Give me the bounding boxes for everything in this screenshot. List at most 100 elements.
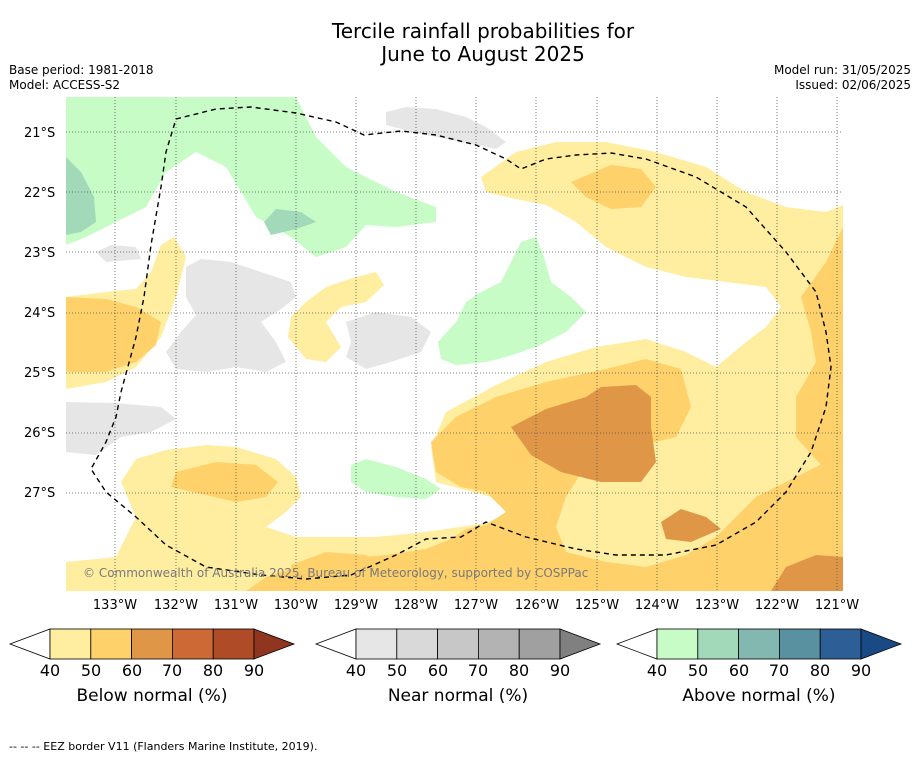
colorbar-near-segment bbox=[396, 628, 438, 660]
colorbar-near-segment bbox=[477, 628, 520, 660]
colorbar-below-extend-high bbox=[253, 628, 296, 660]
lon-label-131w: 131°W bbox=[213, 598, 259, 613]
near-normal-region-sw bbox=[66, 402, 176, 455]
colorbar-above-label: Above normal (%) bbox=[682, 686, 836, 706]
tick-below-90: 90 bbox=[243, 661, 265, 680]
colorbar-above-extend-high bbox=[860, 628, 903, 660]
colorbar-below-extend-low bbox=[8, 628, 51, 660]
lon-label-121w: 121°W bbox=[814, 598, 860, 613]
above-normal-region-center bbox=[438, 237, 586, 365]
lat-label-24s: 24°S bbox=[24, 306, 56, 321]
colorbar-above-extend-low bbox=[615, 628, 658, 660]
colorbar-below-label: Below normal (%) bbox=[76, 686, 228, 706]
colorbar-below-segment bbox=[131, 628, 173, 660]
colorbar-above bbox=[615, 628, 903, 660]
below-normal-orange-sse bbox=[771, 555, 843, 591]
tick-below-60: 60 bbox=[121, 661, 143, 680]
colorbar-near bbox=[314, 628, 602, 660]
below-normal-core-w bbox=[66, 297, 161, 372]
lat-label-25s: 25°S bbox=[24, 366, 56, 381]
colorbar-near-segment bbox=[437, 628, 479, 660]
tick-above-50: 50 bbox=[687, 661, 709, 680]
colorbar-above-segment bbox=[656, 628, 699, 660]
chart-title: Tercile rainfall probabilities for June … bbox=[0, 20, 919, 66]
meta-left: Base period: 1981-2018 Model: ACCESS-S2 bbox=[9, 63, 154, 93]
issued-date: Issued: 02/06/2025 bbox=[795, 78, 911, 92]
lon-label-133w: 133°W bbox=[92, 598, 138, 613]
lon-label-128w: 128°W bbox=[393, 598, 439, 613]
lat-label-21s: 21°S bbox=[24, 126, 56, 141]
below-normal-orange-core bbox=[511, 385, 656, 482]
tick-above-40: 40 bbox=[646, 661, 668, 680]
tick-near-90: 90 bbox=[549, 661, 571, 680]
above-normal-core-w bbox=[264, 209, 316, 235]
tick-below-40: 40 bbox=[39, 661, 61, 680]
lon-label-122w: 122°W bbox=[754, 598, 800, 613]
title-line-2: June to August 2025 bbox=[381, 42, 585, 66]
colorbar-above-segment bbox=[779, 628, 821, 660]
lat-label-23s: 23°S bbox=[24, 246, 56, 261]
tick-near-80: 80 bbox=[508, 661, 530, 680]
colorbar-below-segment bbox=[171, 628, 214, 660]
above-normal-region-south bbox=[351, 459, 441, 499]
colorbar-below-segment bbox=[90, 628, 133, 660]
copyright-notice: © Commonwealth of Australia 2025, Bureau… bbox=[83, 566, 589, 580]
colorbar-near-segment bbox=[518, 628, 561, 660]
tick-near-40: 40 bbox=[345, 661, 367, 680]
below-normal-orange-se bbox=[661, 509, 721, 542]
map-panel bbox=[66, 97, 843, 591]
near-normal-region-small-w bbox=[96, 245, 141, 262]
tick-below-50: 50 bbox=[80, 661, 102, 680]
lon-label-132w: 132°W bbox=[153, 598, 199, 613]
colorbar-near-extend-high bbox=[559, 628, 602, 660]
tick-near-50: 50 bbox=[386, 661, 408, 680]
colorbar-near-segment bbox=[355, 628, 398, 660]
near-normal-region-west bbox=[166, 259, 296, 372]
colorbar-below-segment bbox=[212, 628, 255, 660]
colorbar-below-segment bbox=[49, 628, 92, 660]
lon-label-124w: 124°W bbox=[634, 598, 680, 613]
below-normal-core-s bbox=[291, 552, 391, 591]
lon-label-126w: 126°W bbox=[514, 598, 560, 613]
lon-label-129w: 129°W bbox=[333, 598, 379, 613]
colorbars bbox=[8, 628, 903, 660]
below-normal-core-east bbox=[246, 359, 843, 591]
lon-label-125w: 125°W bbox=[574, 598, 620, 613]
colorbar-above-segment bbox=[738, 628, 780, 660]
colorbar-above-segment bbox=[697, 628, 739, 660]
eez-border bbox=[90, 106, 832, 580]
tick-above-90: 90 bbox=[850, 661, 872, 680]
eez-footnote: -- -- -- EEZ border V11 (Flanders Marine… bbox=[9, 740, 318, 753]
longitude-gridlines bbox=[114, 97, 838, 591]
below-normal-core-sw bbox=[171, 462, 278, 502]
below-normal-core-far-east bbox=[796, 227, 843, 467]
colorbar-below bbox=[8, 628, 296, 660]
tick-below-70: 70 bbox=[161, 661, 183, 680]
near-normal-region-center bbox=[346, 312, 431, 369]
model-run: Model run: 31/05/2025 bbox=[773, 63, 911, 77]
below-normal-region-mid bbox=[288, 272, 384, 362]
title-line-1: Tercile rainfall probabilities for bbox=[331, 19, 635, 43]
lon-label-127w: 127°W bbox=[453, 598, 499, 613]
meta-right: Model run: 31/05/2025 Issued: 02/06/2025 bbox=[774, 63, 911, 93]
tick-above-70: 70 bbox=[768, 661, 790, 680]
tick-below-80: 80 bbox=[202, 661, 224, 680]
lat-label-22s: 22°S bbox=[24, 186, 56, 201]
base-period: Base period: 1981-2018 bbox=[9, 63, 154, 77]
below-normal-core-ne bbox=[571, 165, 656, 209]
tick-above-60: 60 bbox=[728, 661, 750, 680]
above-normal-core-nw bbox=[66, 157, 96, 235]
lon-label-123w: 123°W bbox=[694, 598, 740, 613]
colorbar-near-extend-low bbox=[314, 628, 357, 660]
near-normal-region-north bbox=[386, 107, 506, 149]
model-name: Model: ACCESS-S2 bbox=[9, 78, 121, 92]
map-svg bbox=[66, 97, 843, 591]
colorbar-above-segment bbox=[819, 628, 862, 660]
latitude-gridlines bbox=[66, 131, 843, 494]
tick-near-70: 70 bbox=[467, 661, 489, 680]
colorbar-near-label: Near normal (%) bbox=[387, 686, 529, 706]
lat-label-26s: 26°S bbox=[24, 426, 56, 441]
above-normal-region-nw bbox=[66, 97, 436, 257]
tick-above-80: 80 bbox=[809, 661, 831, 680]
lon-label-130w: 130°W bbox=[273, 598, 319, 613]
